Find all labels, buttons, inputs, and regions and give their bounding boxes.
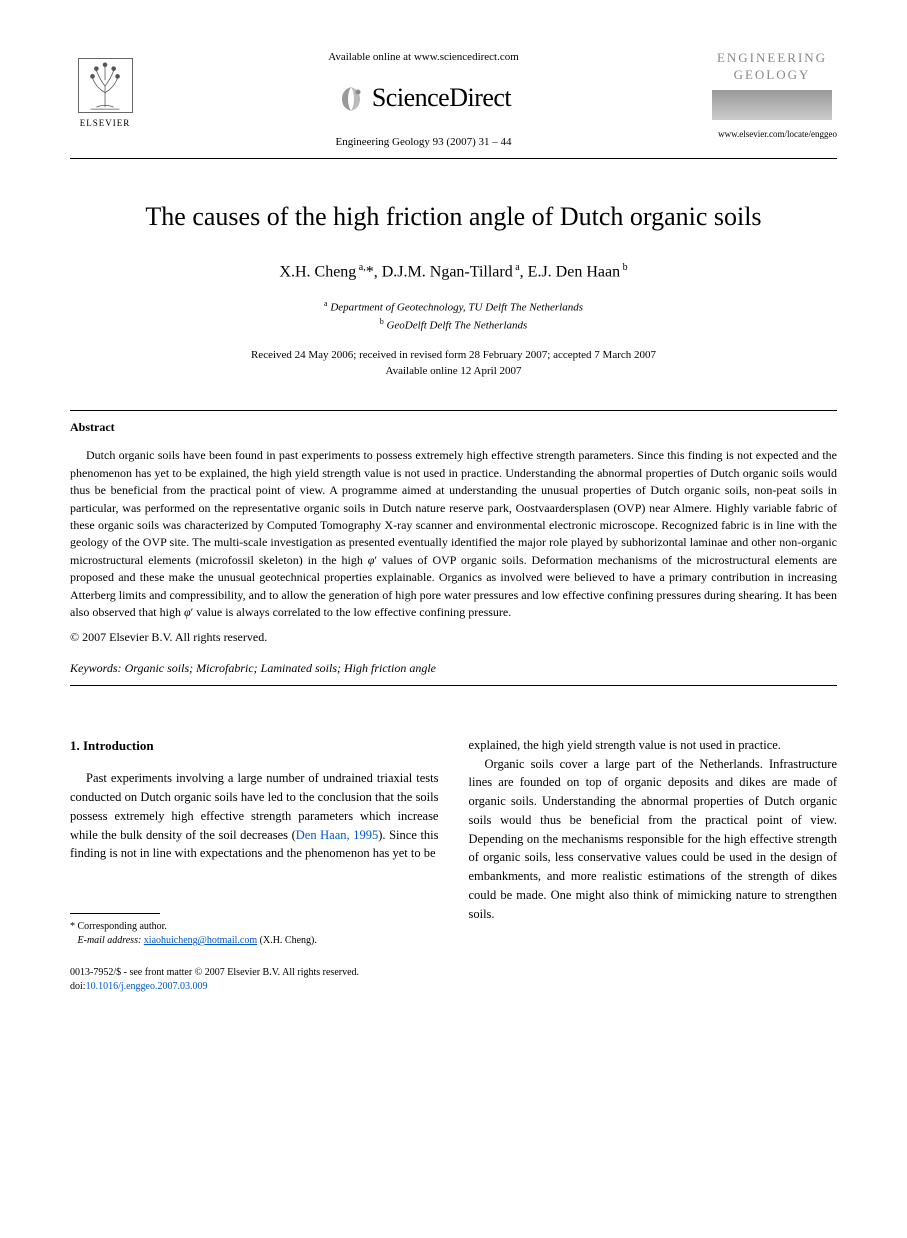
elsevier-logo: ELSEVIER	[70, 50, 140, 130]
header-rule	[70, 158, 837, 159]
author-email-link[interactable]: xiaohuicheng@hotmail.com	[144, 935, 257, 946]
journal-title: ENGINEERING GEOLOGY	[707, 50, 837, 84]
author-3-affil: b	[620, 262, 628, 273]
keywords: Keywords: Organic soils; Microfabric; La…	[70, 660, 837, 677]
author-1: X.H. Cheng	[279, 263, 356, 280]
footnote-rule	[70, 913, 160, 914]
header-row: ELSEVIER Available online at www.science…	[70, 50, 837, 150]
abstract-body: Dutch organic soils have been found in p…	[70, 447, 837, 621]
affiliation-b: GeoDelft Delft The Netherlands	[386, 320, 527, 332]
keywords-label: Keywords:	[70, 661, 122, 675]
corresponding-marker: *	[366, 263, 374, 280]
elsevier-label: ELSEVIER	[80, 117, 131, 130]
available-online-line: Available online at www.sciencedirect.co…	[160, 50, 687, 65]
email-line: E-mail address: xiaohuicheng@hotmail.com…	[70, 934, 439, 948]
article-title: The causes of the high friction angle of…	[70, 199, 837, 235]
corresponding-label: * Corresponding author.	[70, 920, 439, 934]
section-1-heading: 1. Introduction	[70, 736, 439, 756]
journal-cover-thumbnail-icon	[712, 90, 832, 120]
doi-link[interactable]: 10.1016/j.enggeo.2007.03.009	[86, 981, 208, 992]
body-columns: 1. Introduction Past experiments involvi…	[70, 736, 837, 994]
keywords-list: Organic soils; Microfabric; Laminated so…	[125, 661, 436, 675]
intro-para-1: Past experiments involving a large numbe…	[70, 769, 439, 863]
author-1-affil: a,	[356, 262, 365, 273]
abstract-copyright: © 2007 Elsevier B.V. All rights reserved…	[70, 629, 837, 646]
author-2-affil: a	[513, 262, 520, 273]
authors: X.H. Cheng a,*, D.J.M. Ngan-Tillard a, E…	[70, 261, 837, 284]
intro-para-2: Organic soils cover a large part of the …	[469, 755, 838, 924]
elsevier-tree-icon	[78, 58, 133, 113]
sciencedirect-text: ScienceDirect	[372, 80, 511, 116]
author-3: E.J. Den Haan	[528, 263, 620, 280]
intro-para-1-continued: explained, the high yield strength value…	[469, 736, 838, 755]
footer-block: 0013-7952/$ - see front matter © 2007 El…	[70, 966, 439, 994]
journal-reference: Engineering Geology 93 (2007) 31 – 44	[160, 135, 687, 150]
corresponding-author-footnote: * Corresponding author. E-mail address: …	[70, 920, 439, 948]
front-matter-line: 0013-7952/$ - see front matter © 2007 El…	[70, 966, 439, 980]
abstract-top-rule	[70, 410, 837, 411]
journal-logo-block: ENGINEERING GEOLOGY www.elsevier.com/loc…	[707, 50, 837, 140]
sciencedirect-logo: ScienceDirect	[160, 80, 687, 116]
abstract-heading: Abstract	[70, 419, 837, 436]
affiliation-a: Department of Geotechnology, TU Delft Th…	[330, 302, 583, 314]
dates-line-2: Available online 12 April 2007	[385, 365, 521, 377]
sciencedirect-swirl-icon	[336, 84, 366, 114]
center-header: Available online at www.sciencedirect.co…	[140, 50, 707, 150]
right-column: explained, the high yield strength value…	[469, 736, 838, 994]
abstract-bottom-rule	[70, 685, 837, 686]
citation-den-haan-1995[interactable]: Den Haan, 1995	[296, 828, 378, 842]
dates-line-1: Received 24 May 2006; received in revise…	[251, 349, 656, 361]
author-2: D.J.M. Ngan-Tillard	[382, 263, 513, 280]
left-column: 1. Introduction Past experiments involvi…	[70, 736, 439, 994]
abstract-text: Dutch organic soils have been found in p…	[70, 447, 837, 621]
affiliations: a Department of Geotechnology, TU Delft …	[70, 298, 837, 334]
journal-url[interactable]: www.elsevier.com/locate/enggeo	[707, 128, 837, 141]
article-dates: Received 24 May 2006; received in revise…	[70, 347, 837, 380]
doi-line: doi:10.1016/j.enggeo.2007.03.009	[70, 980, 439, 994]
